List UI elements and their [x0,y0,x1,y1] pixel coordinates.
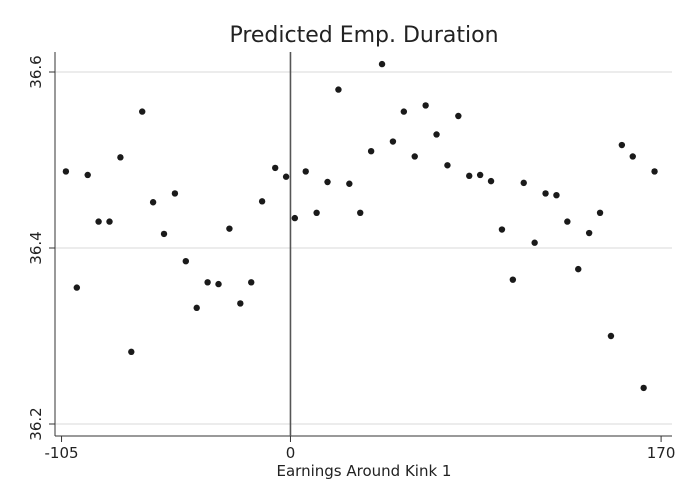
scatter-point [139,108,146,115]
scatter-point [302,168,309,175]
scatter-point [498,226,506,233]
scatter-point [226,225,233,232]
scatter-point [585,229,593,237]
scatter-point [575,265,582,273]
scatter-point [313,209,320,216]
scatter-point [444,162,451,169]
scatter-point [117,154,124,161]
scatter-point [106,218,113,225]
scatter-point [455,112,462,120]
scatter-point [367,148,375,155]
chart-title: Predicted Emp. Duration [229,23,498,48]
scatter-point [357,209,364,216]
scatter-point [95,218,102,225]
scatter-point [128,348,135,356]
scatter-point [378,60,386,68]
gridlines [55,71,672,425]
scatter-point [411,153,418,160]
y-tick-label: 36.6 [27,55,45,88]
scatter-point [324,178,331,186]
scatter-point [282,173,290,180]
scatter-point [160,230,168,238]
scatter-point [520,179,527,187]
scatter-point [258,198,266,205]
scatter-point [629,153,636,160]
x-tick-label: 170 [647,444,676,462]
scatter-point [62,168,70,175]
scatter-point [84,171,91,179]
scatter-point [476,171,484,179]
x-axis-title: Earnings Around Kink 1 [277,462,452,480]
scatter-point [487,177,495,185]
scatter-point [433,131,440,138]
scatter-point [335,86,342,93]
scatter-point [553,192,560,199]
scatter-point [193,304,200,312]
scatter-point [204,279,211,286]
scatter-point [651,168,658,175]
scatter-point [346,180,353,187]
scatter-point [171,190,179,197]
scatter-point [422,102,429,109]
y-tick-label: 36.4 [27,231,45,264]
scatter-point [618,141,626,149]
x-tick-label: -105 [45,444,79,462]
x-tick-label: 0 [286,444,296,462]
scatter-point [531,239,538,246]
axes: 36.2 36.4 36.6 -105 0 170 [27,52,675,462]
scatter-point [73,284,81,291]
scatter-point [237,300,244,307]
scatter-point [149,199,157,206]
scatter-point [596,209,604,216]
scatter-point [400,108,408,115]
scatter-point [564,218,571,225]
scatter-point [272,164,279,172]
data-points [62,60,658,392]
scatter-point [466,172,473,180]
scatter-point [215,280,222,288]
scatter-point [248,279,255,286]
scatter-point [182,258,190,265]
scatter-point [291,214,299,222]
scatter-point [607,332,615,340]
scatter-point [542,190,549,197]
scatter-point [509,276,517,283]
y-tick-label: 36.2 [27,407,45,440]
scatter-point [389,138,397,145]
scatter-point [640,384,647,392]
